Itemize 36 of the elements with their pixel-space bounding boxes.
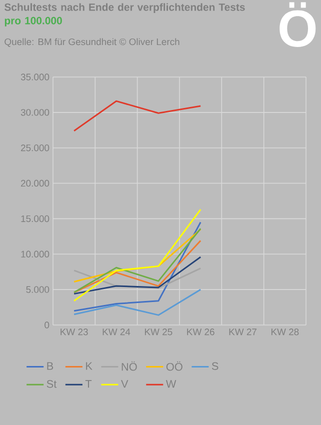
x-tick-label: KW 23 — [60, 328, 88, 336]
chart-title: Schultests nach Ende der verpflichtenden Tests — [4, 3, 245, 13]
line-series — [73, 222, 202, 312]
line-series — [73, 228, 202, 294]
legend-label: B — [47, 362, 54, 370]
x-tick-label: KW 26 — [187, 328, 214, 336]
chart-subtitle: pro 100.000 — [4, 16, 62, 26]
x-tick-label: KW 27 — [229, 328, 256, 336]
text: Ö — [280, 2, 316, 47]
legend-label: T — [85, 380, 92, 388]
y-tick-label: 15.000 — [21, 215, 50, 222]
line-series — [73, 288, 202, 316]
line-series — [73, 208, 202, 302]
x-tick-label: KW 28 — [271, 328, 299, 336]
legend-label: OÖ — [166, 361, 182, 371]
legend-label: St — [46, 380, 57, 388]
x-tick-label: KW 24 — [102, 328, 130, 336]
line-series — [73, 268, 202, 289]
source-note: Quelle: BM für Gesundheit © Oliver Lerch — [4, 38, 180, 47]
y-tick-label: 20.000 — [21, 180, 50, 187]
y-tick-label: 5.000 — [26, 286, 50, 293]
legend-label: V — [121, 380, 128, 388]
legend-label: K — [86, 362, 92, 370]
legend-label: NÖ — [122, 361, 137, 371]
x-tick-label: KW 25 — [144, 328, 172, 336]
line-series — [73, 100, 202, 132]
line-series — [73, 228, 202, 283]
legend-label: S — [212, 362, 218, 370]
y-tick-label: 30.000 — [20, 109, 50, 116]
y-tick-label: 25.000 — [21, 144, 50, 152]
y-tick-label: 35.000 — [20, 74, 50, 80]
line-series — [73, 256, 202, 295]
y-tick-label: 10.000 — [21, 250, 50, 258]
legend-label: W — [166, 380, 176, 388]
y-tick-label: 0 — [44, 322, 50, 328]
line-series — [73, 240, 202, 294]
